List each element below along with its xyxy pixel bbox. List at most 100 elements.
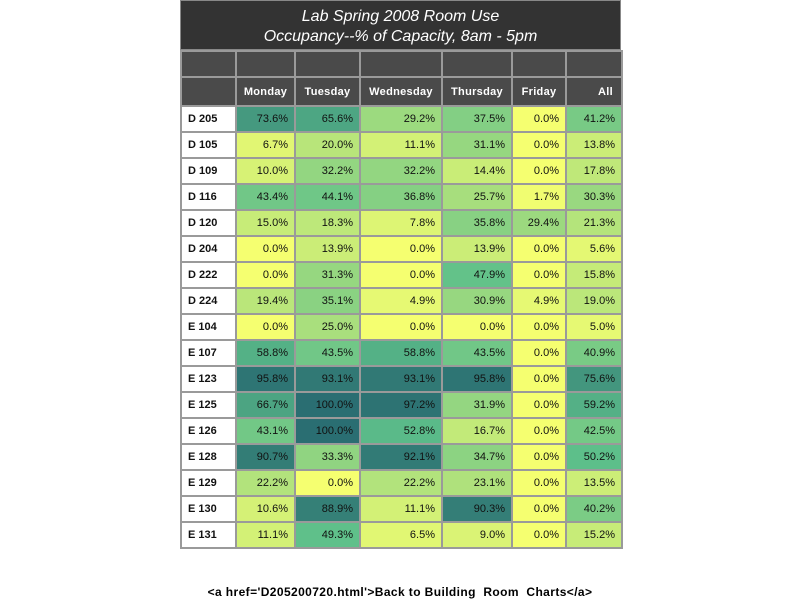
row-label-room: D 120: [180, 209, 237, 237]
heat-cell-friday: 1.7%: [511, 183, 567, 211]
column-header-wednesday: Wednesday: [359, 76, 443, 107]
heat-cell-monday: 43.1%: [235, 417, 296, 445]
heat-cell-all: 75.6%: [565, 365, 623, 393]
heat-cell-tuesday: 35.1%: [294, 287, 361, 315]
heat-cell-tuesday: 43.5%: [294, 339, 361, 367]
column-header-tuesday: Tuesday: [294, 76, 361, 107]
heat-cell-friday: 0.0%: [511, 261, 567, 289]
heat-cell-thursday: 37.5%: [441, 105, 513, 133]
heat-cell-wednesday: 6.5%: [359, 521, 443, 549]
table-row: E 129 22.2% 0.0% 22.2% 23.1% 0.0% 13.5%: [180, 469, 623, 497]
row-label-room: E 123: [180, 365, 237, 393]
heat-cell-monday: 19.4%: [235, 287, 296, 315]
header-spacer-row: [180, 50, 623, 78]
table-row: D 224 19.4% 35.1% 4.9% 30.9% 4.9% 19.0%: [180, 287, 623, 315]
chart-subtitle: Occupancy--% of Capacity, 8am - 5pm: [263, 28, 538, 45]
heat-cell-tuesday: 0.0%: [294, 469, 361, 497]
heat-cell-tuesday: 100.0%: [294, 417, 361, 445]
heat-cell-monday: 43.4%: [235, 183, 296, 211]
row-label-room: D 222: [180, 261, 237, 289]
heat-cell-wednesday: 7.8%: [359, 209, 443, 237]
table-row: D 116 43.4% 44.1% 36.8% 25.7% 1.7% 30.3%: [180, 183, 623, 211]
row-label-room: D 116: [180, 183, 237, 211]
row-label-room: E 128: [180, 443, 237, 471]
heat-cell-friday: 0.0%: [511, 417, 567, 445]
table-row: D 109 10.0% 32.2% 32.2% 14.4% 0.0% 17.8%: [180, 157, 623, 185]
heat-cell-thursday: 25.7%: [441, 183, 513, 211]
heat-cell-thursday: 16.7%: [441, 417, 513, 445]
header-spacer-cell: [511, 50, 567, 78]
heat-cell-monday: 90.7%: [235, 443, 296, 471]
heat-cell-thursday: 31.1%: [441, 131, 513, 159]
heat-cell-tuesday: 93.1%: [294, 365, 361, 393]
column-header-friday: Friday: [511, 76, 567, 107]
back-to-building-link[interactable]: <a href='D205200720.html'>Back to Buildi…: [207, 585, 593, 599]
heat-cell-tuesday: 20.0%: [294, 131, 361, 159]
heat-cell-monday: 6.7%: [235, 131, 296, 159]
room-header-corner: [180, 76, 237, 107]
chart-title: Lab Spring 2008 Room Use: [301, 8, 500, 25]
heat-cell-friday: 0.0%: [511, 339, 567, 367]
row-label-room: D 224: [180, 287, 237, 315]
heat-cell-all: 50.2%: [565, 443, 623, 471]
heat-cell-all: 15.2%: [565, 521, 623, 549]
row-label-room: E 104: [180, 313, 237, 341]
heat-cell-wednesday: 92.1%: [359, 443, 443, 471]
heat-cell-wednesday: 4.9%: [359, 287, 443, 315]
heat-cell-friday: 0.0%: [511, 157, 567, 185]
table-row: D 204 0.0% 13.9% 0.0% 13.9% 0.0% 5.6%: [180, 235, 623, 263]
heat-cell-wednesday: 36.8%: [359, 183, 443, 211]
heat-cell-friday: 0.0%: [511, 131, 567, 159]
heat-cell-friday: 0.0%: [511, 105, 567, 133]
column-header-thursday: Thursday: [441, 76, 513, 107]
heat-cell-tuesday: 65.6%: [294, 105, 361, 133]
table-row: E 104 0.0% 25.0% 0.0% 0.0% 0.0% 5.0%: [180, 313, 623, 341]
heat-cell-thursday: 13.9%: [441, 235, 513, 263]
heat-cell-friday: 0.0%: [511, 313, 567, 341]
column-header-monday: Monday: [235, 76, 296, 107]
header-spacer-cell: [235, 50, 296, 78]
heat-cell-tuesday: 32.2%: [294, 157, 361, 185]
heat-cell-thursday: 47.9%: [441, 261, 513, 289]
table-row: E 128 90.7% 33.3% 92.1% 34.7% 0.0% 50.2%: [180, 443, 623, 471]
heat-cell-tuesday: 18.3%: [294, 209, 361, 237]
heat-cell-friday: 0.0%: [511, 365, 567, 393]
heat-cell-wednesday: 52.8%: [359, 417, 443, 445]
row-label-room: D 105: [180, 131, 237, 159]
heat-cell-all: 15.8%: [565, 261, 623, 289]
heat-cell-monday: 10.6%: [235, 495, 296, 523]
row-label-room: E 125: [180, 391, 237, 419]
heat-cell-friday: 0.0%: [511, 391, 567, 419]
heat-cell-thursday: 9.0%: [441, 521, 513, 549]
heat-cell-wednesday: 11.1%: [359, 495, 443, 523]
heat-cell-all: 13.8%: [565, 131, 623, 159]
heat-cell-tuesday: 44.1%: [294, 183, 361, 211]
heat-cell-tuesday: 88.9%: [294, 495, 361, 523]
table-row: E 107 58.8% 43.5% 58.8% 43.5% 0.0% 40.9%: [180, 339, 623, 367]
heat-cell-friday: 0.0%: [511, 469, 567, 497]
column-header-all: All: [565, 76, 623, 107]
table-row: E 130 10.6% 88.9% 11.1% 90.3% 0.0% 40.2%: [180, 495, 623, 523]
table-row: D 205 73.6% 65.6% 29.2% 37.5% 0.0% 41.2%: [180, 105, 623, 133]
heat-cell-tuesday: 100.0%: [294, 391, 361, 419]
heat-cell-monday: 0.0%: [235, 235, 296, 263]
heat-cell-monday: 15.0%: [235, 209, 296, 237]
heat-cell-friday: 29.4%: [511, 209, 567, 237]
heat-cell-thursday: 90.3%: [441, 495, 513, 523]
heat-cell-monday: 22.2%: [235, 469, 296, 497]
column-header-row: Monday Tuesday Wednesday Thursday Friday…: [180, 76, 623, 107]
heat-cell-wednesday: 93.1%: [359, 365, 443, 393]
heat-cell-all: 21.3%: [565, 209, 623, 237]
heat-cell-friday: 0.0%: [511, 495, 567, 523]
chart-title-box: Lab Spring 2008 Room Use Occupancy--% of…: [180, 0, 621, 50]
heat-cell-friday: 0.0%: [511, 443, 567, 471]
table-row: D 120 15.0% 18.3% 7.8% 35.8% 29.4% 21.3%: [180, 209, 623, 237]
heatmap-body: D 205 73.6% 65.6% 29.2% 37.5% 0.0% 41.2% D 105 6…: [180, 105, 623, 549]
heat-cell-monday: 95.8%: [235, 365, 296, 393]
heat-cell-monday: 58.8%: [235, 339, 296, 367]
heat-cell-tuesday: 49.3%: [294, 521, 361, 549]
heat-cell-friday: 0.0%: [511, 521, 567, 549]
header-spacer-cell: [359, 50, 443, 78]
heat-cell-tuesday: 33.3%: [294, 443, 361, 471]
